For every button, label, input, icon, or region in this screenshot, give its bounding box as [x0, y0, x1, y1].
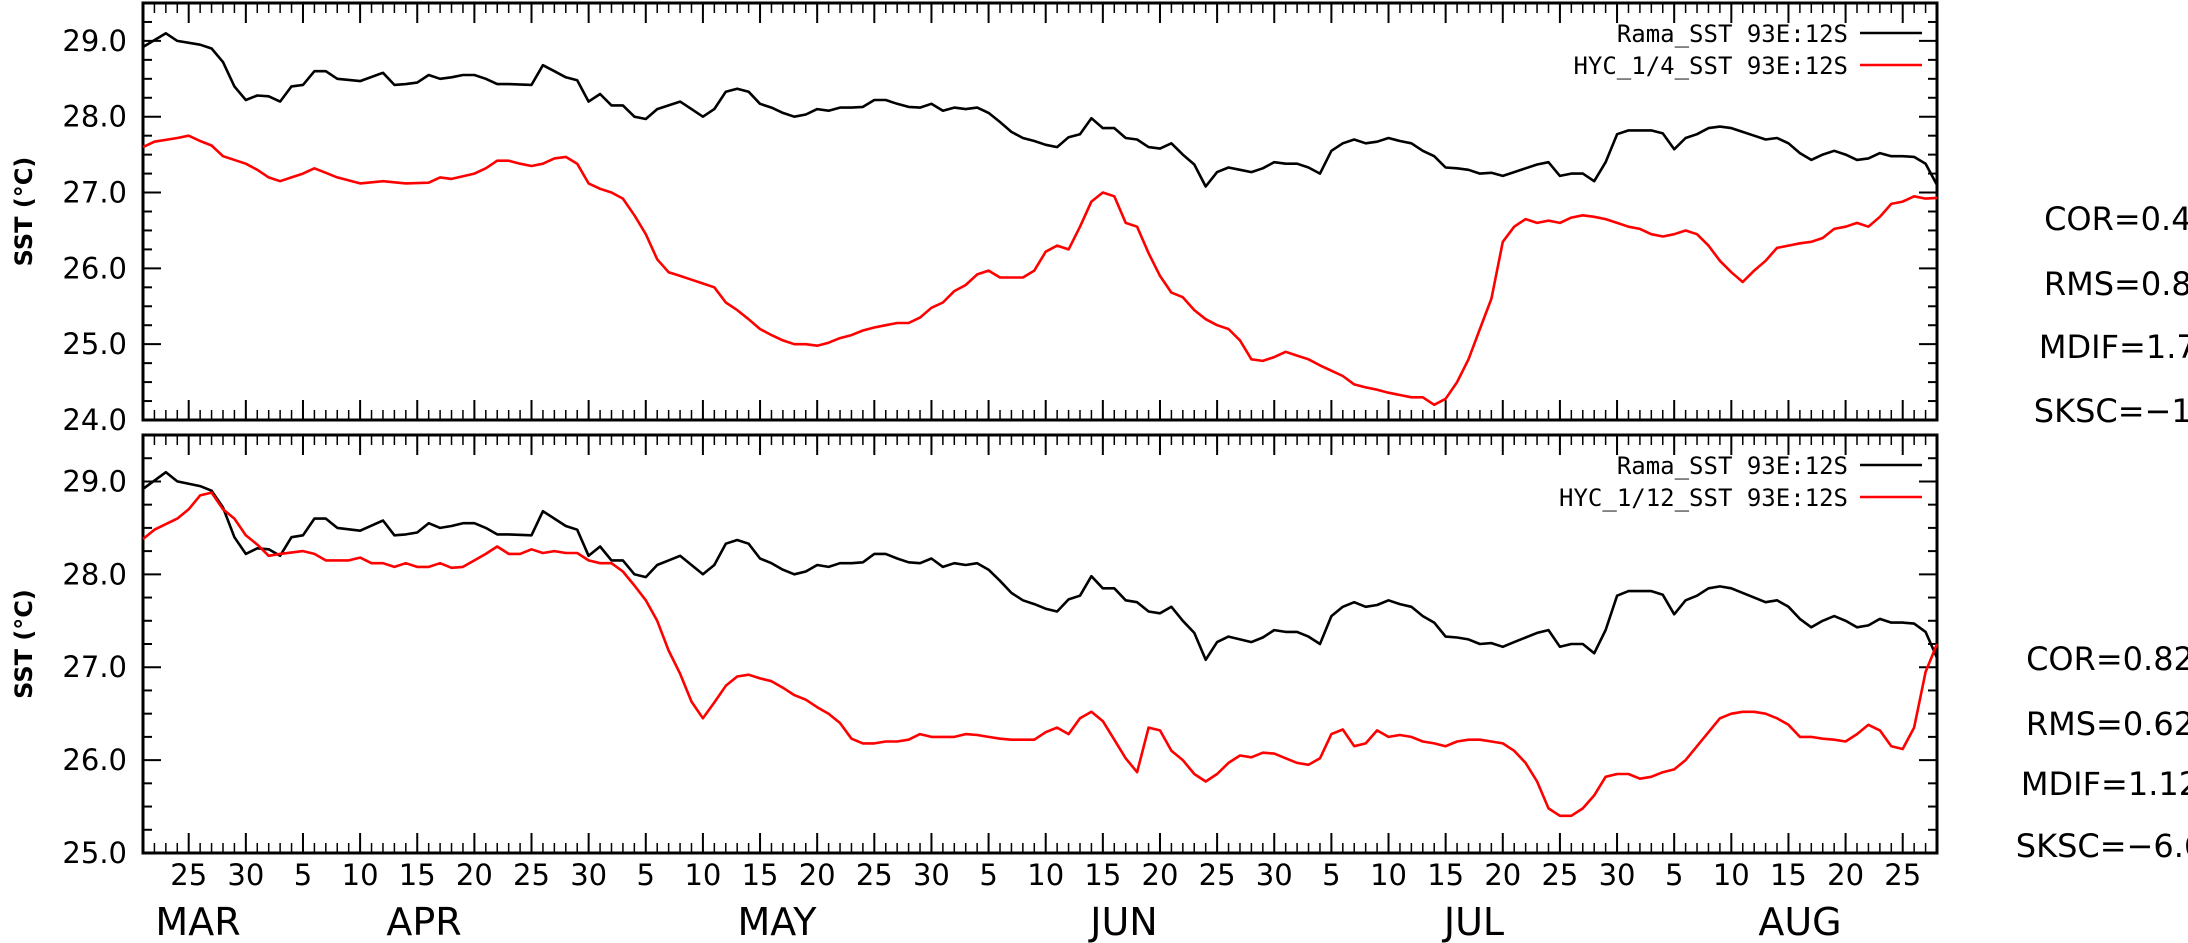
y-tick-label: 29.0 [62, 24, 127, 58]
model-series-line [142, 491, 1939, 818]
y-tick-label: 27.0 [62, 176, 127, 210]
x-tick-label: 30 [570, 858, 607, 892]
y-tick-label: 28.0 [62, 100, 127, 134]
x-tick-label: 15 [1427, 858, 1464, 892]
y-tick-label: 28.0 [62, 557, 127, 591]
month-label: AUG [1758, 900, 1841, 943]
x-tick-label: 25 [856, 858, 893, 892]
stat-label: COR=0.82 [2026, 640, 2188, 678]
legend-label: HYC_1/12_SST 93E:12S [1559, 484, 1848, 512]
bottom-panel: 25.0 26.0 27.0 28.0 29.0 SST (°C) Rama_SST 93E… [10, 433, 2188, 870]
stat-label: SKSC=−6.6 [2016, 827, 2188, 865]
y-tick-label: 26.0 [62, 251, 127, 285]
stat-label: RMS=0.83 [2044, 265, 2188, 303]
x-tick-label: 25 [1199, 858, 1236, 892]
x-tick-label: 5 [979, 858, 997, 892]
x-tick-label: 15 [742, 858, 779, 892]
x-tick-label: 5 [637, 858, 655, 892]
obs-series-line [142, 31, 1939, 188]
x-tick-label: 5 [1665, 858, 1683, 892]
x-tick-label: 10 [1713, 858, 1750, 892]
x-tick-label: 25 [1541, 858, 1578, 892]
x-tick-label: 10 [342, 858, 379, 892]
x-tick-label: 20 [799, 858, 836, 892]
top-panel: 24.0 25.0 26.0 27.0 28.0 29.0 SST (°C) Rama_SST… [10, 1, 2188, 437]
x-tick-label: 30 [227, 858, 264, 892]
y-tick-label: 29.0 [62, 464, 127, 498]
x-tick-label: 5 [294, 858, 312, 892]
obs-series-line [142, 470, 1939, 662]
stat-label: MDIF=1.12 [2021, 765, 2188, 803]
x-tick-label: 20 [1827, 858, 1864, 892]
y-tick-label: 25.0 [62, 327, 127, 361]
legend-label: Rama_SST 93E:12S [1617, 20, 1848, 48]
x-tick-label: 25 [513, 858, 550, 892]
legend-label: Rama_SST 93E:12S [1617, 452, 1848, 480]
x-tick-label: 30 [1256, 858, 1293, 892]
stat-label: MDIF=1.72 [2039, 328, 2188, 366]
x-tick-label: 20 [1484, 858, 1521, 892]
x-tick-label: 15 [399, 858, 436, 892]
x-tick-label: 30 [1599, 858, 1636, 892]
x-tick-label: 15 [1770, 858, 1807, 892]
stat-label: SKSC=−16. [2034, 392, 2188, 430]
month-label: JUL [1442, 900, 1504, 943]
y-axis-label: SST (°C) [10, 157, 38, 267]
month-label: APR [386, 900, 461, 943]
model-series-line [142, 134, 1938, 407]
month-label: MAY [737, 900, 817, 943]
x-tick-label: 30 [913, 858, 950, 892]
x-axis-labels: 25 30 5 10 15 20 25 30 5 10 15 20 25 30 5 10 15 20 25 30 5 10… [155, 858, 1921, 943]
y-tick-label: 27.0 [62, 650, 127, 684]
x-tick-label: 20 [456, 858, 493, 892]
x-tick-label: 25 [170, 858, 207, 892]
x-tick-label: 5 [1322, 858, 1340, 892]
month-label: MAR [155, 900, 240, 943]
y-axis-label: SST (°C) [10, 589, 38, 699]
y-tick-label: 25.0 [62, 836, 127, 870]
y-tick-label: 26.0 [62, 743, 127, 777]
y-tick-label: 24.0 [62, 403, 127, 437]
x-tick-label: 15 [1084, 858, 1121, 892]
x-tick-label: 25 [1884, 858, 1921, 892]
x-tick-label: 10 [1370, 858, 1407, 892]
legend-label: HYC_1/4_SST 93E:12S [1573, 52, 1848, 80]
stat-label: RMS=0.62 [2026, 705, 2188, 743]
x-tick-label: 10 [1027, 858, 1064, 892]
x-tick-label: 20 [1142, 858, 1179, 892]
x-tick-label: 10 [684, 858, 721, 892]
stat-label: COR=0.49 [2044, 200, 2188, 238]
month-label: JUN [1088, 900, 1157, 943]
